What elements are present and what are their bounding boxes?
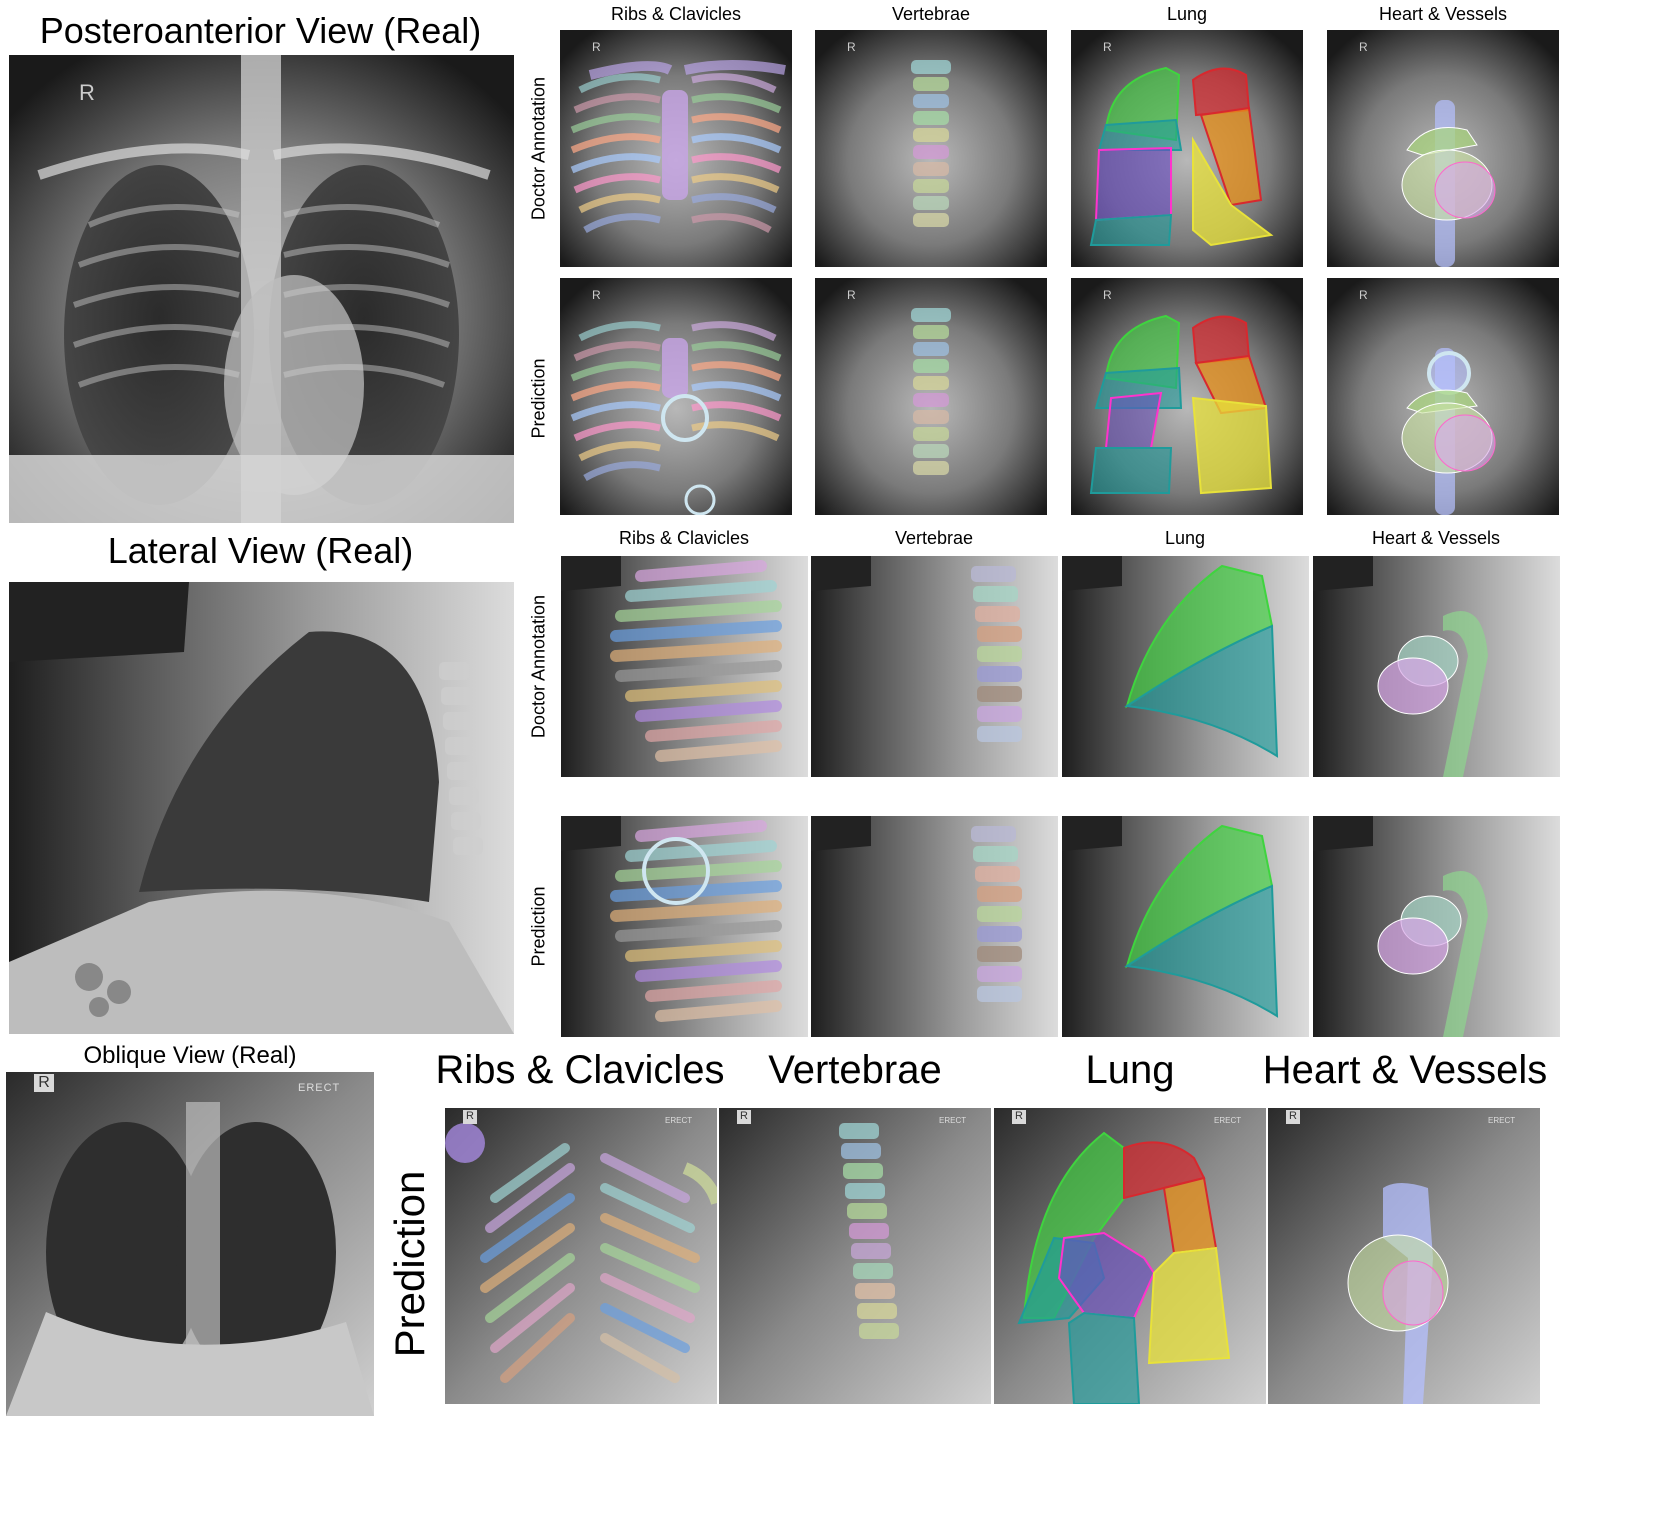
pa-doctor-lung-panel: R: [1071, 30, 1303, 267]
pa-r-marker-3: R: [1103, 40, 1112, 54]
ob-row-prediction: Prediction: [386, 1170, 433, 1358]
ob-r-marker-4: R: [1286, 1110, 1300, 1124]
pa-r-marker-1: R: [592, 40, 601, 54]
lateral-xray-image: [9, 582, 514, 1034]
ob-pred-lung-panel: R ERECT: [994, 1108, 1266, 1404]
lat-col-lung: Lung: [1164, 528, 1206, 548]
pa-r-marker: R: [79, 80, 95, 105]
pa-row-prediction: Prediction: [528, 358, 549, 439]
pa-doctor-ribs-panel: R: [560, 30, 792, 267]
ob-erect-3: ERECT: [1214, 1116, 1242, 1125]
ob-erect-1: ERECT: [665, 1116, 693, 1125]
lat-pred-ribs-panel: [561, 816, 808, 1037]
lat-col-heart: Heart & Vessels: [1371, 528, 1501, 548]
lat-pred-vertebrae-panel: [811, 816, 1058, 1037]
lat-row-prediction: Prediction: [528, 886, 549, 967]
lat-col-ribs: Ribs & Clavicles: [618, 528, 750, 548]
pa-r-marker-8: R: [1359, 288, 1368, 302]
pa-col-heart: Heart & Vessels: [1378, 4, 1508, 24]
ob-r-marker-2: R: [737, 1110, 751, 1124]
oblique-r-marker: R: [34, 1074, 54, 1092]
ob-erect-2: ERECT: [939, 1116, 967, 1125]
pa-pred-ribs-panel: R: [560, 278, 792, 515]
pa-r-marker-2: R: [847, 40, 856, 54]
lat-col-vertebrae: Vertebrae: [894, 528, 974, 548]
oblique-erect-label: ERECT: [298, 1082, 341, 1094]
ob-erect-4: ERECT: [1488, 1116, 1516, 1125]
ob-r-marker-1: R: [463, 1110, 477, 1124]
lat-row-doctor-annotation: Doctor Annotation: [528, 594, 549, 739]
ob-col-ribs: Ribs & Clavicles: [435, 1048, 725, 1092]
pa-r-marker-5: R: [592, 288, 601, 302]
pa-r-marker-4: R: [1359, 40, 1368, 54]
lat-doctor-heart-panel: [1313, 556, 1560, 777]
pa-row-doctor-annotation: Doctor Annotation: [528, 76, 549, 221]
ob-pred-heart-panel: R ERECT: [1268, 1108, 1540, 1404]
pa-col-ribs: Ribs & Clavicles: [610, 4, 742, 24]
pa-pred-heart-panel: R: [1327, 278, 1559, 515]
pa-col-lung: Lung: [1166, 4, 1208, 24]
ob-pred-vertebrae-panel: R ERECT: [719, 1108, 991, 1404]
ob-col-vertebrae: Vertebrae: [768, 1048, 942, 1092]
lat-doctor-vertebrae-panel: [811, 556, 1058, 777]
lat-pred-heart-panel: [1313, 816, 1560, 1037]
ob-pred-ribs-panel: R ERECT: [445, 1108, 717, 1404]
ob-col-heart: Heart & Vessels: [1262, 1048, 1548, 1092]
pa-pred-vertebrae-panel: R: [815, 278, 1047, 515]
pa-pred-lung-panel: R: [1071, 278, 1303, 515]
lat-doctor-lung-panel: [1062, 556, 1309, 777]
pa-r-marker-6: R: [847, 288, 856, 302]
pa-r-marker-7: R: [1103, 288, 1112, 302]
oblique-xray-image: R ERECT: [6, 1072, 374, 1416]
ob-col-lung: Lung: [1085, 1048, 1175, 1092]
lat-pred-lung-panel: [1062, 816, 1309, 1037]
ob-r-marker-3: R: [1012, 1110, 1026, 1124]
pa-col-vertebrae: Vertebrae: [891, 4, 971, 24]
oblique-title: Oblique View (Real): [83, 1042, 297, 1069]
lat-doctor-ribs-panel: [561, 556, 808, 777]
pa-xray-image: R: [9, 55, 514, 523]
pa-doctor-heart-panel: R: [1327, 30, 1559, 267]
lateral-title: Lateral View (Real): [107, 530, 414, 571]
pa-doctor-vertebrae-panel: R: [815, 30, 1047, 267]
pa-title: Posteroanterior View (Real): [39, 10, 482, 51]
